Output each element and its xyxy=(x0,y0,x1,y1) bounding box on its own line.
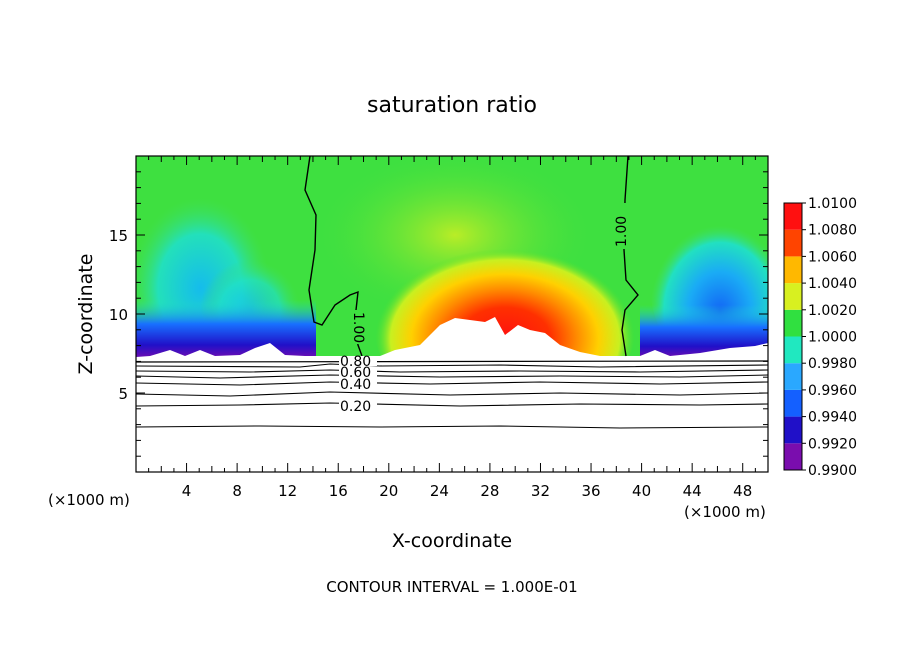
contour-label-0-80: 0.80 xyxy=(340,354,371,370)
x-tick-label: 20 xyxy=(379,482,398,500)
colorbar-label: 1.0000 xyxy=(808,330,857,346)
chart-title: saturation ratio xyxy=(367,93,537,118)
x-tick-label: 24 xyxy=(430,482,449,500)
x-tick-label: 28 xyxy=(480,482,499,500)
y-tick-label: 10 xyxy=(109,306,128,324)
colorbar-swatch xyxy=(784,309,802,337)
contour-label-0-40: 0.40 xyxy=(340,377,371,393)
x-tick-label: 44 xyxy=(683,482,702,500)
contour-label-1-00-left: 1.00 xyxy=(350,312,366,343)
colorbar-swatch xyxy=(784,256,802,284)
x-tick-label: 4 xyxy=(182,482,192,500)
x-tick-label: 40 xyxy=(632,482,651,500)
y-tick-label: 15 xyxy=(109,227,128,245)
y-tick-label: 5 xyxy=(118,385,128,403)
x-axis-label: X-coordinate xyxy=(392,530,512,552)
y-axis-label: Z-coordinate xyxy=(75,254,97,375)
colorbar-label: 1.0080 xyxy=(808,223,857,239)
colorbar-label: 0.9940 xyxy=(808,410,857,426)
contour-label-0-20: 0.20 xyxy=(340,399,371,415)
x-tick-label: 16 xyxy=(329,482,348,500)
colorbar-swatch xyxy=(784,389,802,417)
x-tick-label: 36 xyxy=(581,482,600,500)
contour-interval-note: CONTOUR INTERVAL = 1.000E-01 xyxy=(326,578,577,596)
colorbar: 0.9900 0.9920 0.9940 0.9960 0.9980 1.0000 1.00… xyxy=(783,196,857,479)
colorbar-swatch xyxy=(784,336,802,364)
colorbar-swatch xyxy=(784,416,802,444)
colorbar-label: 1.0100 xyxy=(808,196,857,212)
colorbar-swatch xyxy=(784,203,802,230)
colorbar-label: 0.9900 xyxy=(808,463,857,479)
colorbar-label: 0.9920 xyxy=(808,436,857,452)
x-tick-label: 12 xyxy=(278,482,297,500)
colorbar-label: 1.0020 xyxy=(808,303,857,319)
contour-label-0-60: 0.60 xyxy=(340,365,371,381)
x-unit-right: (×1000 m) xyxy=(684,503,766,521)
x-tick-label: 48 xyxy=(733,482,752,500)
colorbar-label: 1.0040 xyxy=(808,276,857,292)
y-axis: 5 10 15 xyxy=(109,171,768,457)
colorbar-label: 0.9980 xyxy=(808,356,857,372)
x-tick-label: 8 xyxy=(232,482,242,500)
colorbar-swatch xyxy=(784,229,802,257)
colorbar-swatch xyxy=(784,443,802,470)
colorbar-swatch xyxy=(784,283,802,310)
x-tick-label: 32 xyxy=(531,482,550,500)
contour-label-1-00-right: 1.00 xyxy=(614,216,630,247)
color-field xyxy=(136,156,768,472)
contour-labels: 1.00 1.00 0.80 0.60 0.40 0.20 xyxy=(339,203,630,415)
x-axis: 4 8 12 16 20 24 28 32 36 40 44 48 xyxy=(148,156,756,500)
colorbar-label: 0.9960 xyxy=(808,383,857,399)
colorbar-swatch xyxy=(784,363,802,390)
x-unit-left: (×1000 m) xyxy=(48,491,130,509)
colorbar-label: 1.0060 xyxy=(808,249,857,265)
